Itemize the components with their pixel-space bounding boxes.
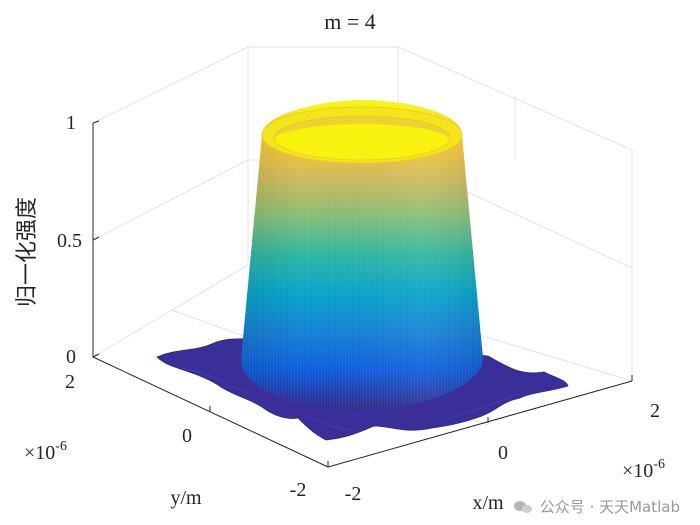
x-axis-label: x/m bbox=[472, 492, 504, 514]
tick-marks bbox=[92, 120, 633, 467]
x-exponent-label: ×10-6 bbox=[622, 457, 665, 482]
grid-line bbox=[92, 46, 249, 124]
z-tick bbox=[92, 120, 100, 124]
y-exponent-label: ×10-6 bbox=[24, 439, 67, 464]
x-tick-label: 2 bbox=[650, 400, 660, 422]
chart-title: m = 4 bbox=[324, 9, 376, 34]
y-exponent-power: -6 bbox=[55, 439, 67, 454]
grid-line bbox=[92, 159, 249, 241]
y-exponent-base: ×10 bbox=[24, 442, 55, 464]
grid-line bbox=[171, 264, 249, 311]
surface-plot bbox=[156, 100, 569, 441]
x-axis-line bbox=[327, 380, 633, 468]
x-tick-label: 0 bbox=[498, 442, 508, 464]
y-tick-label: 2 bbox=[65, 371, 75, 393]
y-tick-label: -2 bbox=[290, 479, 307, 501]
x-exponent-power: -6 bbox=[653, 457, 665, 472]
y-tick-label: 0 bbox=[182, 425, 192, 447]
z-axis-label: 归一化强度 bbox=[14, 197, 39, 307]
watermark: 公众号 · 天天Matlab bbox=[513, 496, 680, 517]
z-tick-label: 1 bbox=[66, 112, 76, 134]
grid-line bbox=[397, 46, 633, 151]
z-tick-label: 0 bbox=[66, 346, 76, 368]
y-axis-label: y/m bbox=[170, 487, 202, 509]
surface-top-inner-shadow bbox=[274, 116, 450, 138]
watermark-text: 公众号 · 天天Matlab bbox=[539, 498, 680, 516]
z-tick bbox=[92, 236, 100, 241]
x-tick-label: -2 bbox=[345, 483, 362, 505]
wechat-icon bbox=[513, 499, 534, 515]
z-tick bbox=[92, 353, 100, 358]
surface-wall-mesh bbox=[241, 100, 483, 410]
surface-ripple bbox=[181, 367, 521, 431]
z-tick-label: 0.5 bbox=[57, 230, 82, 252]
x-exponent-base: ×10 bbox=[622, 460, 653, 482]
